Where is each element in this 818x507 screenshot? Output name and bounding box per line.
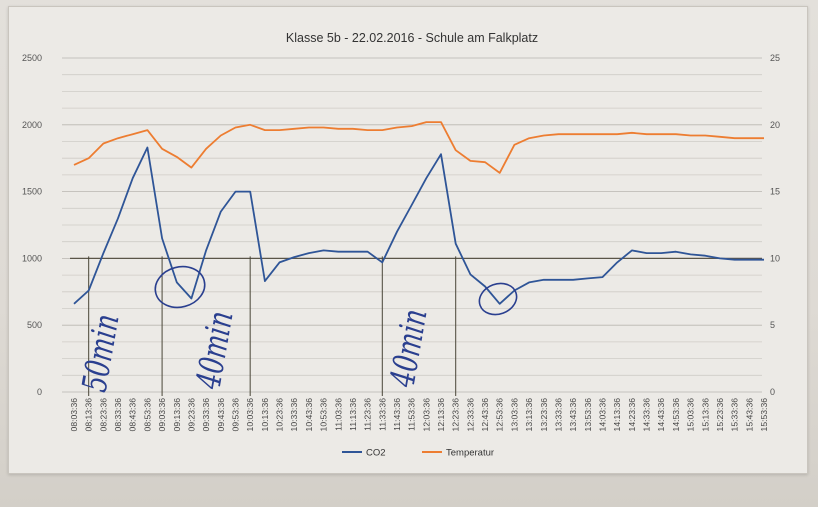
legend-label-temperatur: Temperatur (446, 448, 494, 459)
x-tick-label: 12:33:36 (465, 398, 475, 432)
right-tick-label: 25 (770, 53, 780, 63)
x-tick-label: 14:43:36 (656, 398, 666, 432)
x-tick-label: 10:43:36 (304, 398, 314, 432)
right-tick-label: 15 (770, 187, 780, 197)
x-tick-label: 13:43:36 (568, 398, 578, 432)
handwritten-annotation: 50min (75, 311, 128, 395)
left-axis-ticks: 0 500 1000 1500 2000 2500 (22, 53, 42, 397)
paper-sheet (8, 6, 808, 474)
handwritten-annotation: 40min (189, 308, 242, 392)
x-tick-label: 08:03:36 (69, 398, 79, 432)
x-tick-label: 12:03:36 (421, 398, 431, 432)
x-tick-label: 12:23:36 (451, 398, 461, 432)
x-tick-label: 13:23:36 (539, 398, 549, 432)
left-tick-label: 1500 (22, 187, 42, 197)
x-tick-label: 15:23:36 (715, 398, 725, 432)
x-tick-label: 08:33:36 (113, 398, 123, 432)
x-tick-label: 13:53:36 (583, 398, 593, 432)
x-tick-label: 11:03:36 (333, 398, 343, 431)
left-tick-label: 2000 (22, 120, 42, 130)
x-tick-label: 14:13:36 (612, 398, 622, 432)
chart-title: Klasse 5b - 22.02.2016 - Schule am Falkp… (286, 31, 538, 45)
x-tick-label: 09:23:36 (186, 398, 196, 432)
left-tick-label: 0 (37, 387, 42, 397)
x-tick-label: 08:13:36 (84, 398, 94, 432)
x-tick-label: 15:43:36 (744, 398, 754, 432)
x-tick-label: 15:03:36 (686, 398, 696, 432)
x-tick-label: 09:13:36 (172, 398, 182, 432)
left-tick-label: 1000 (22, 253, 42, 263)
x-tick-label: 12:53:36 (495, 398, 505, 432)
x-tick-label: 09:53:36 (230, 398, 240, 432)
x-tick-label: 13:03:36 (509, 398, 519, 432)
x-tick-label: 15:53:36 (759, 398, 769, 432)
x-tick-label: 08:23:36 (98, 398, 108, 432)
x-tick-label: 09:33:36 (201, 398, 211, 432)
left-tick-label: 2500 (22, 53, 42, 63)
x-tick-label: 10:13:36 (260, 398, 270, 432)
x-tick-label: 14:03:36 (598, 398, 608, 432)
x-tick-label: 10:53:36 (319, 398, 329, 432)
right-tick-label: 5 (770, 320, 775, 330)
x-tick-label: 14:33:36 (642, 398, 652, 432)
x-tick-label: 11:43:36 (392, 398, 402, 431)
x-tick-label: 12:13:36 (436, 398, 446, 432)
x-tick-label: 11:13:36 (348, 398, 358, 431)
handdrawn-circle (478, 282, 518, 316)
series-line-temperatur (73, 121, 764, 174)
x-tick-label: 15:13:36 (700, 398, 710, 432)
right-tick-label: 10 (770, 253, 780, 263)
right-tick-label: 20 (770, 120, 780, 130)
x-tick-label: 11:33:36 (377, 398, 387, 431)
handwritten-annotation: 40min (383, 306, 436, 390)
x-tick-label: 12:43:36 (480, 398, 490, 432)
legend: CO2 Temperatur (342, 448, 494, 459)
x-tick-label: 10:33:36 (289, 398, 299, 432)
handdrawn-markers (70, 256, 762, 396)
x-tick-label: 15:33:36 (730, 398, 740, 432)
x-tick-label: 08:43:36 (128, 398, 138, 432)
x-tick-label: 10:03:36 (245, 398, 255, 432)
x-tick-label: 10:23:36 (275, 398, 285, 432)
left-tick-label: 500 (27, 320, 42, 330)
series-lines (73, 121, 764, 305)
x-tick-label: 13:13:36 (524, 398, 534, 432)
right-axis-ticks: 0 5 10 15 20 25 (770, 53, 780, 397)
x-tick-label: 08:53:36 (142, 398, 152, 432)
handdrawn-circle (154, 265, 206, 309)
x-tick-label: 14:23:36 (627, 398, 637, 432)
series-line-co2 (73, 146, 764, 305)
legend-label-co2: CO2 (366, 448, 386, 459)
gridlines (62, 57, 762, 393)
x-tick-label: 13:33:36 (553, 398, 563, 432)
x-axis-ticks: 08:03:36 08:13:36 08:23:36 08:33:36 08:43:36… (69, 398, 769, 432)
x-tick-label: 11:53:36 (407, 398, 417, 431)
x-tick-label: 09:43:36 (216, 398, 226, 432)
right-tick-label: 0 (770, 387, 775, 397)
x-tick-label: 09:03:36 (157, 398, 167, 432)
x-tick-label: 11:23:36 (363, 398, 373, 431)
x-tick-label: 14:53:36 (671, 398, 681, 432)
